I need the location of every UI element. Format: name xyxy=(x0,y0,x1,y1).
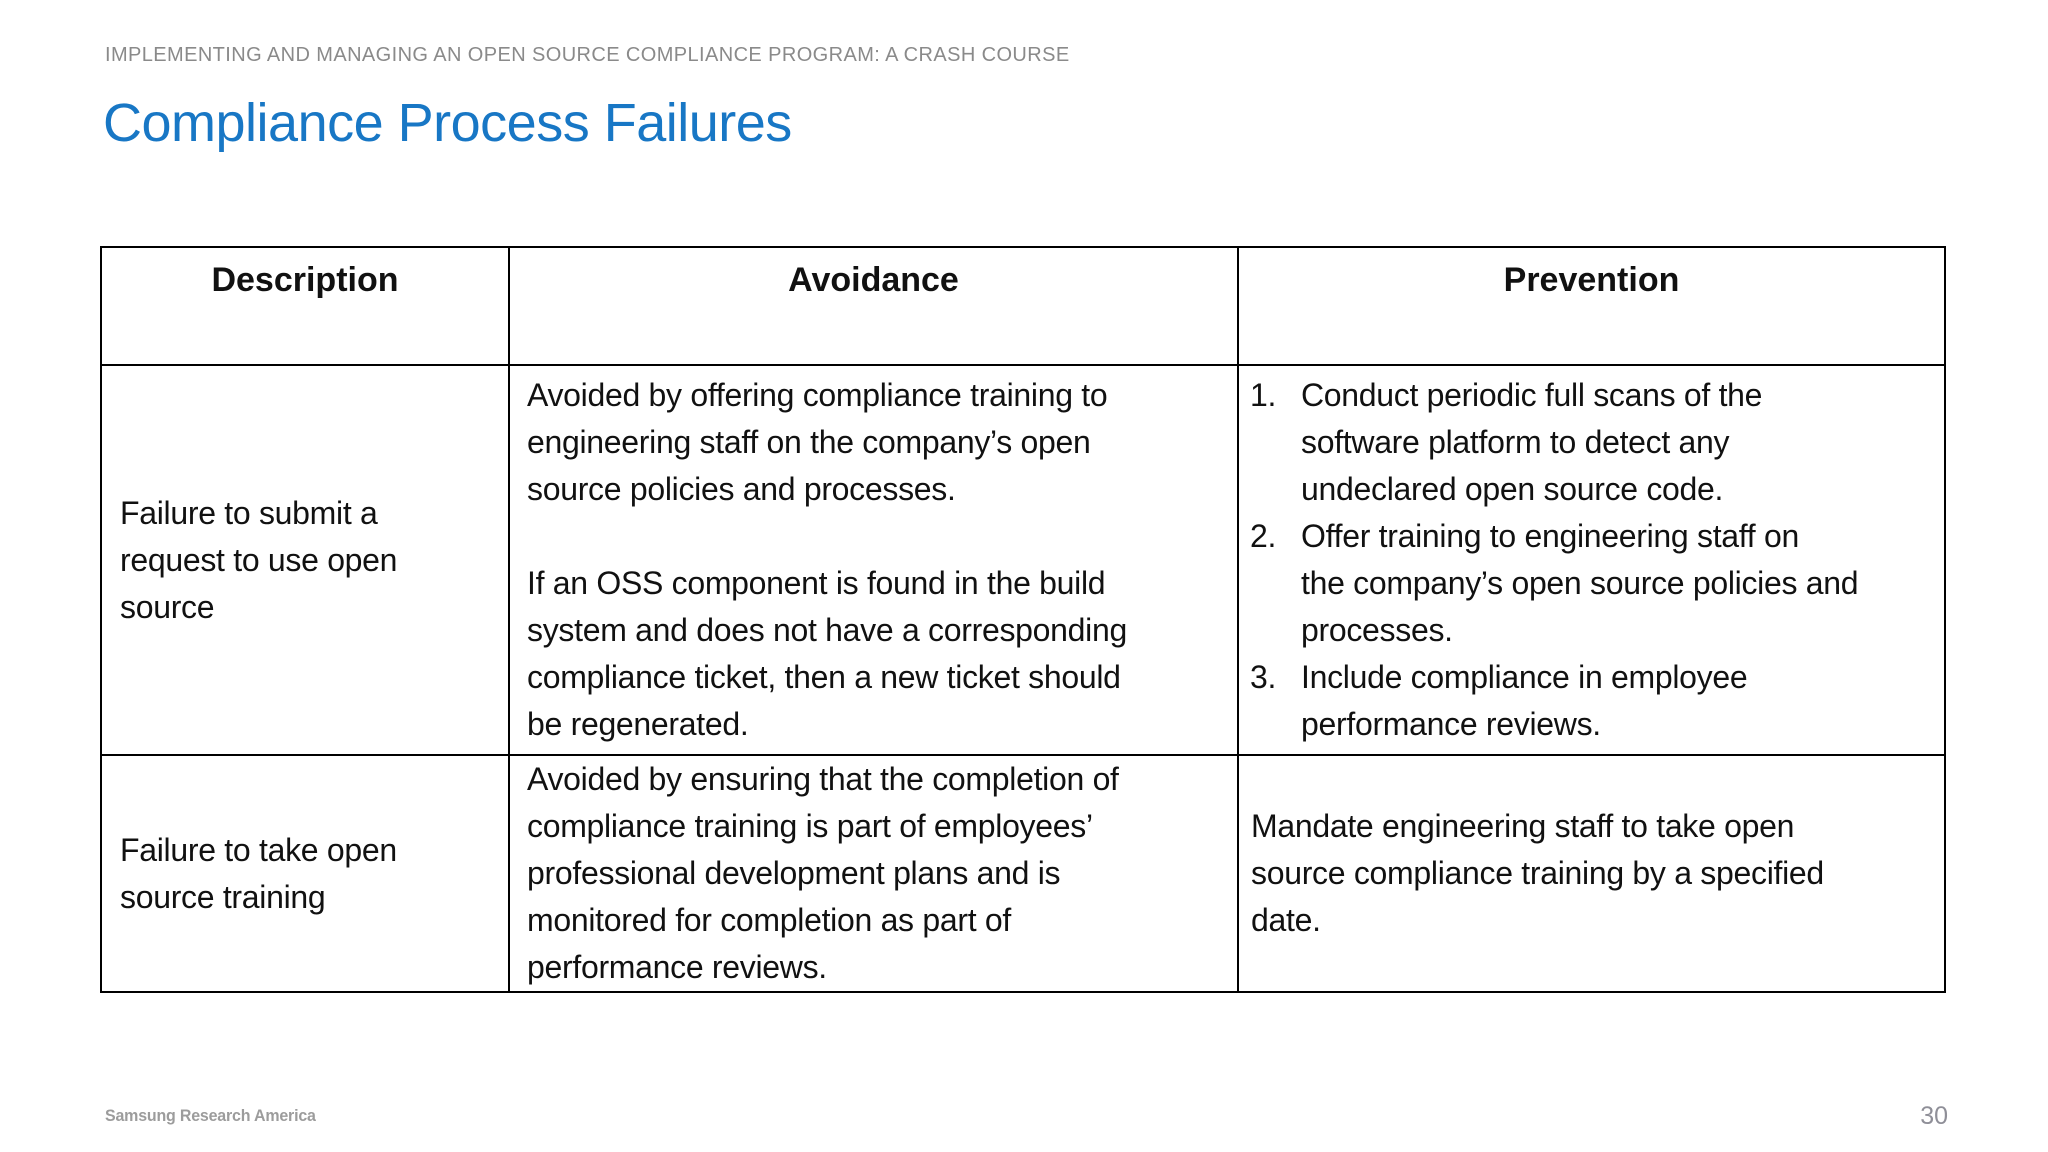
footer-organization-label: Samsung Research America xyxy=(105,1106,316,1125)
column-header-avoidance: Avoidance xyxy=(508,246,1239,366)
list-item-number: 2. xyxy=(1250,518,1277,554)
cell-avoidance-row2: Avoided by ensuring that the completion … xyxy=(508,754,1239,993)
page-number: 30 xyxy=(1920,1102,1948,1130)
description-text: Failure to take open source training xyxy=(120,831,397,915)
cell-avoidance-row1: Avoided by offering compliance training … xyxy=(508,364,1239,756)
prevention-text: Mandate engineering staff to take open s… xyxy=(1251,808,1824,938)
list-item-number: 3. xyxy=(1250,659,1277,695)
list-item-text: Conduct periodic full scans of the softw… xyxy=(1301,377,1763,507)
cell-description-row1: Failure to submit a request to use open … xyxy=(100,364,510,756)
table-header-row: Description Avoidance Prevention xyxy=(100,246,1946,366)
prevention-numbered-list: 1. Conduct periodic full scans of the so… xyxy=(1250,372,1936,748)
avoidance-text: Avoided by ensuring that the completion … xyxy=(527,761,1119,985)
list-item-text: Offer training to engineering staff on t… xyxy=(1301,518,1859,648)
description-text: Failure to submit a request to use open … xyxy=(120,494,398,625)
list-item: 2. Offer training to engineering staff o… xyxy=(1250,513,1936,654)
table-row: Failure to take open source training Avo… xyxy=(100,754,1946,993)
column-header-prevention: Prevention xyxy=(1237,246,1946,366)
slide-eyebrow-header: IMPLEMENTING AND MANAGING AN OPEN SOURCE… xyxy=(105,44,1070,66)
table-row: Failure to submit a request to use open … xyxy=(100,364,1946,756)
column-header-description: Description xyxy=(100,246,510,366)
list-item-number: 1. xyxy=(1250,377,1277,413)
list-item: 3. Include compliance in employee perfor… xyxy=(1250,654,1936,748)
cell-prevention-row2: Mandate engineering staff to take open s… xyxy=(1237,754,1946,993)
avoidance-text: Avoided by offering compliance training … xyxy=(527,377,1127,742)
compliance-failures-table: Description Avoidance Prevention Failure… xyxy=(100,246,1946,993)
list-item: 1. Conduct periodic full scans of the so… xyxy=(1250,372,1936,513)
cell-description-row2: Failure to take open source training xyxy=(100,754,510,993)
page-title: Compliance Process Failures xyxy=(103,93,792,153)
cell-prevention-row1: 1. Conduct periodic full scans of the so… xyxy=(1237,364,1946,756)
list-item-text: Include compliance in employee performan… xyxy=(1301,659,1748,742)
